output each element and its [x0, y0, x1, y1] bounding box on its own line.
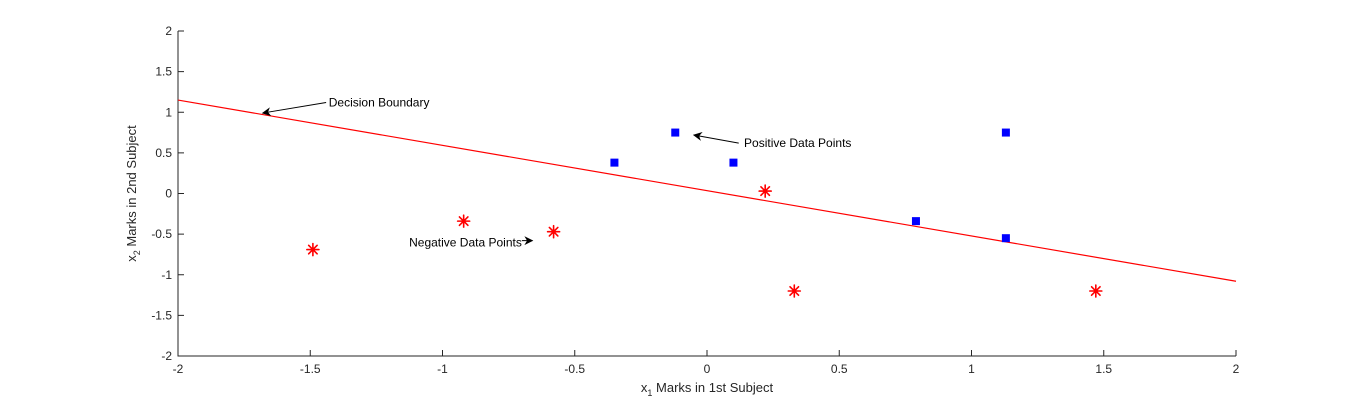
y-tick-label: 1: [165, 105, 172, 119]
y-tick-label: 2: [165, 24, 172, 38]
y-axis-label-text: Marks in 2nd Subject: [124, 125, 139, 250]
x-tick-label: -2: [173, 362, 184, 376]
x-axis-label-text: Marks in 1st Subject: [652, 380, 773, 395]
x-tick-label: 1.5: [1095, 362, 1112, 376]
y-tick-label: 0: [165, 187, 172, 201]
x-tick-label: -1: [437, 362, 448, 376]
positive-point: [911, 217, 920, 226]
annotation-label: Positive Data Points: [744, 136, 851, 150]
annotations: Decision Boundary Positive Data Points Neg…: [261, 96, 851, 249]
y-tick-label: -0.5: [151, 227, 172, 241]
negative-point: [758, 184, 772, 198]
x-tick-label: 0: [704, 362, 711, 376]
decision-boundary-line-group: [177, 99, 1237, 282]
x-tick-label: -0.5: [564, 362, 585, 376]
decision-boundary-line: [177, 99, 1237, 282]
x-axis-label-var: x: [641, 380, 648, 395]
y-tick-label: 0.5: [155, 146, 172, 160]
axis-lines: [177, 31, 1236, 357]
y-tick-label: -1.5: [151, 308, 172, 322]
negative-point: [546, 224, 561, 239]
y-axis-label-var: x: [124, 255, 139, 262]
negative-point: [456, 214, 471, 228]
x-tick-label: 2: [1233, 362, 1240, 376]
negative-point: [787, 284, 802, 298]
y-axis-label: x2 Marks in 2nd Subject: [124, 125, 142, 262]
positive-point: [1001, 128, 1010, 137]
x-axis-label-sub: 1: [647, 388, 652, 398]
annotation-arrow: [692, 132, 739, 144]
annotation-label: Negative Data Points: [409, 235, 522, 249]
x-tick-label: 1: [968, 362, 975, 376]
annotation-label: Decision Boundary: [329, 96, 430, 110]
y-axis-label-sub: 2: [132, 250, 142, 255]
y-tick-label: 1.5: [155, 65, 172, 79]
x-axis: -2 -1.5 -1 -0.5 0 0.5 1 1.5 2: [173, 350, 1240, 376]
positive-point: [610, 158, 619, 167]
y-tick-label: -1: [161, 268, 172, 282]
x-tick-label: 0.5: [831, 362, 848, 376]
positive-point: [729, 158, 738, 167]
x-axis-label: x1 Marks in 1st Subject: [641, 380, 774, 398]
positive-point: [671, 128, 680, 137]
annotation-arrow: [261, 102, 327, 117]
x-tick-label: -1.5: [300, 362, 321, 376]
negative-point: [306, 242, 320, 257]
negative-point: [1089, 284, 1103, 298]
plot-area: [177, 31, 1236, 357]
positive-point: [1001, 234, 1010, 243]
data-points: [306, 128, 1103, 298]
y-tick-label: -2: [161, 349, 172, 363]
y-axis: -2 -1.5 -1 -0.5 0 0.5 1 1.5 2: [151, 24, 184, 363]
